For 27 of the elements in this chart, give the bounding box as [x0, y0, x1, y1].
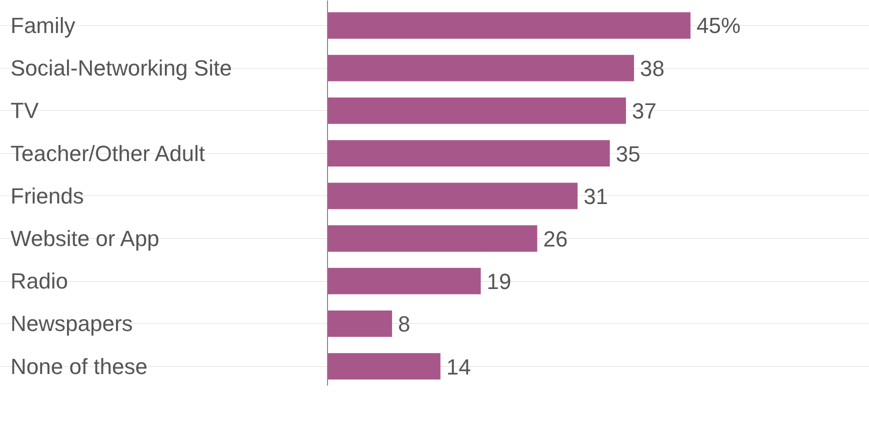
bar: [328, 182, 578, 210]
bar: [328, 54, 634, 82]
data-label: 19: [486, 269, 512, 294]
data-label: 31: [584, 184, 608, 209]
data-label: 37: [632, 98, 656, 124]
data-label: 14: [446, 354, 471, 380]
y-tick-label: Newspapers: [10, 311, 133, 336]
data-label: 8: [398, 312, 410, 337]
bar: [328, 310, 392, 337]
y-tick-label: Family: [10, 13, 76, 38]
bar: [328, 12, 690, 39]
bar: [328, 353, 440, 380]
y-tick-label: Website or App: [10, 226, 160, 251]
bar: [328, 140, 610, 167]
bar: [328, 225, 538, 252]
bar: [328, 97, 626, 124]
bar: [328, 268, 481, 294]
y-tick-label: TV: [10, 98, 39, 124]
y-tick-label: Teacher/Other Adult: [10, 140, 205, 166]
data-label: 35: [616, 141, 640, 166]
data-label: 38: [640, 56, 665, 82]
y-tick-label: None of these: [10, 354, 148, 379]
y-tick-label: Friends: [10, 183, 84, 208]
y-tick-label: Social-Networking Site: [10, 56, 232, 81]
data-label: 45%: [696, 13, 741, 38]
data-label: 26: [543, 226, 568, 252]
y-tick-label: Radio: [10, 268, 68, 294]
